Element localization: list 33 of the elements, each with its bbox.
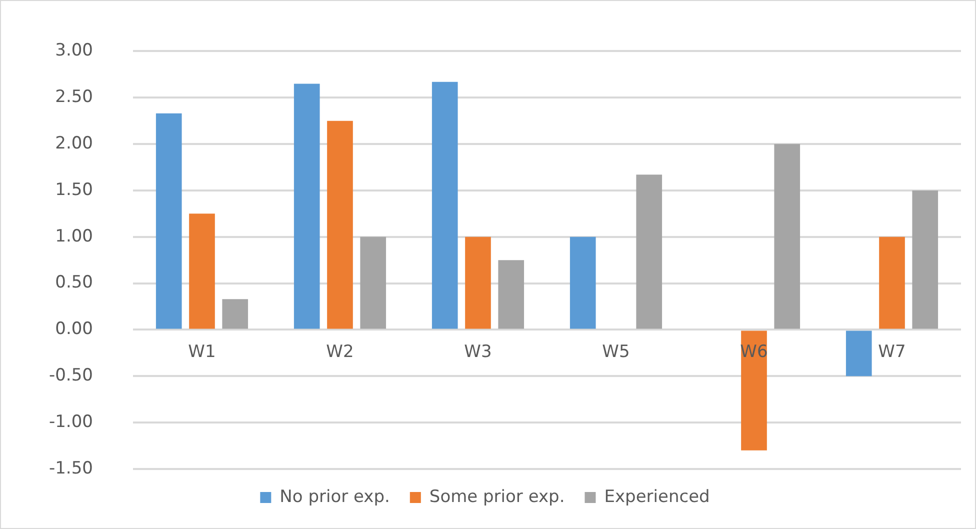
bar (222, 299, 248, 329)
bar (432, 82, 458, 329)
x-tick-label: W2 (326, 342, 354, 362)
x-tick-label: W1 (188, 342, 216, 362)
bar (570, 236, 596, 329)
x-tick-label: W7 (878, 342, 906, 362)
bar (879, 236, 905, 329)
bar (360, 236, 386, 329)
bar (846, 330, 872, 376)
legend-label: No prior exp. (280, 486, 390, 507)
y-tick-label: -0.50 (48, 366, 93, 386)
bar (774, 144, 800, 329)
bar (156, 113, 182, 329)
bar (498, 260, 524, 329)
bar (294, 84, 320, 329)
y-tick-label: -1.50 (48, 458, 93, 478)
bar (912, 190, 938, 329)
legend-label: Experienced (604, 486, 710, 507)
y-tick-label: 2.50 (55, 87, 93, 108)
x-tick-label: W5 (602, 342, 630, 362)
y-tick-label: -1.00 (48, 412, 93, 432)
y-tick-label: 1.50 (55, 180, 93, 200)
y-tick-label: 2.00 (55, 133, 93, 154)
y-tick-label: 0.50 (55, 272, 93, 293)
x-tick-label: W3 (464, 342, 492, 362)
bar (465, 236, 491, 329)
y-tick-label: 3.00 (55, 40, 93, 61)
bar (189, 214, 215, 329)
bar (327, 120, 353, 329)
y-tick-label: 0.00 (55, 319, 93, 340)
legend-label: Some prior exp. (429, 486, 565, 507)
bar (636, 174, 662, 329)
y-tick-label: 1.00 (55, 226, 93, 246)
